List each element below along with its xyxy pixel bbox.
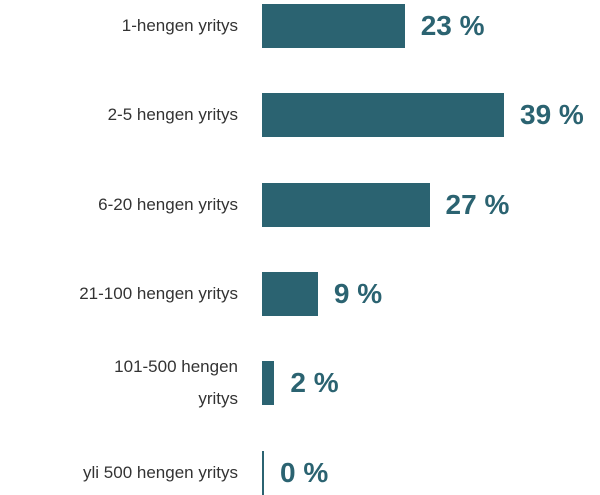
- category-label: 21-100 hengen yritys: [79, 283, 238, 303]
- bar: [262, 450, 264, 495]
- category-label: 2-5 hengen yritys: [107, 105, 238, 125]
- bar: [262, 93, 504, 138]
- bar: [262, 361, 275, 406]
- category-label: 1-hengen yritys: [121, 16, 238, 35]
- category-label: yli 500 hengen yritys: [83, 462, 238, 482]
- category-label: 6-20 hengen yritys: [98, 194, 238, 214]
- bar: [262, 4, 405, 48]
- category-label: 101-500 hengen yritys: [114, 357, 238, 409]
- value-label: 39 %: [520, 99, 584, 131]
- value-label: 0 %: [280, 456, 329, 488]
- bar: [262, 182, 430, 227]
- value-label: 9 %: [333, 277, 383, 309]
- value-label: 2 %: [290, 367, 339, 399]
- value-label: 23 %: [420, 10, 485, 41]
- bar: [262, 271, 318, 316]
- value-label: 27 %: [445, 188, 510, 220]
